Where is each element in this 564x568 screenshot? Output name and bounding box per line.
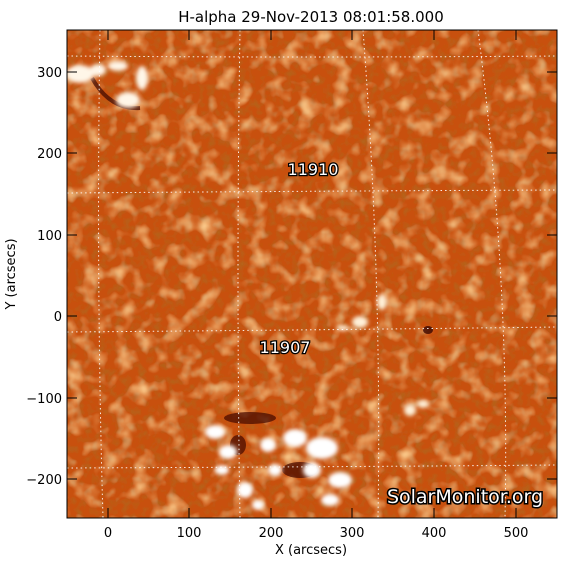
y-tick-label: −100 (26, 392, 62, 407)
x-tick-label: 0 (104, 526, 112, 541)
x-tick-label: 100 (177, 526, 202, 541)
plage-center (337, 294, 387, 331)
chromosphere-texture (67, 30, 557, 518)
plage-bottom (205, 425, 352, 510)
y-tick-label: 100 (37, 229, 62, 244)
dark-spot (423, 326, 433, 334)
x-tick-label: 200 (259, 526, 284, 541)
y-axis-label: Y (arcsecs) (4, 238, 19, 310)
x-axis-label: X (arcsecs) (275, 543, 347, 558)
x-tick-label: 400 (422, 526, 447, 541)
y-tick-label: 0 (54, 310, 62, 325)
plage-right (404, 400, 429, 416)
x-tick-label: 300 (340, 526, 365, 541)
x-tick-label: 500 (504, 526, 529, 541)
axis-ticks (67, 30, 557, 518)
region-label-11910: 11910 (288, 160, 339, 179)
x-tick-labels: 0 100 200 300 400 500 (104, 526, 529, 541)
plage-top-left (67, 61, 148, 108)
heliographic-grid (66, 29, 558, 519)
y-tick-label: 300 (37, 66, 62, 81)
y-tick-labels: 300 200 100 0 −100 −200 (26, 66, 62, 488)
watermark-logo: SolarMonitor.org (387, 486, 543, 508)
filament (90, 77, 141, 111)
y-tick-label: −200 (26, 473, 62, 488)
y-tick-label: 200 (37, 147, 62, 162)
region-label-11907: 11907 (260, 338, 311, 357)
plot-frame (66, 29, 558, 519)
image-title: H-alpha 29-Nov-2013 08:01:58.000 (178, 8, 444, 26)
